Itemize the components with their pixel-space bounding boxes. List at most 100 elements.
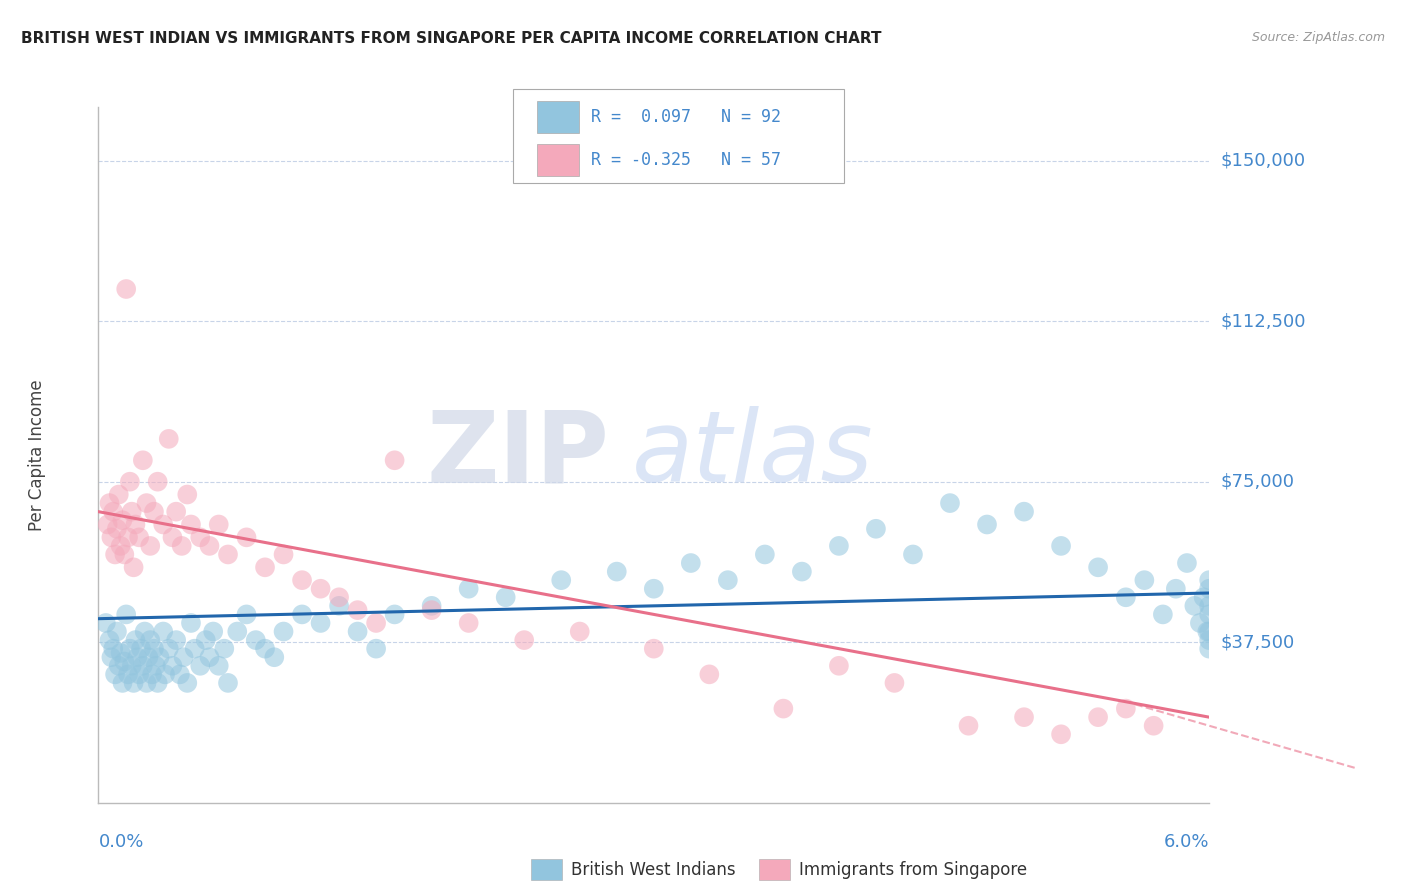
Point bbox=[170, 539, 193, 553]
Point bbox=[828, 539, 851, 553]
Point bbox=[214, 641, 236, 656]
Point bbox=[98, 633, 121, 648]
Text: R =  0.097   N = 92: R = 0.097 N = 92 bbox=[591, 109, 780, 127]
Point bbox=[606, 565, 628, 579]
Point bbox=[1050, 727, 1073, 741]
Point bbox=[127, 650, 149, 665]
Point bbox=[148, 650, 170, 665]
Point bbox=[1012, 710, 1035, 724]
Point bbox=[939, 496, 962, 510]
Point bbox=[180, 615, 202, 630]
Point bbox=[1182, 599, 1205, 613]
Point bbox=[135, 676, 157, 690]
Text: BRITISH WEST INDIAN VS IMMIGRANTS FROM SINGAPORE PER CAPITA INCOME CORRELATION C: BRITISH WEST INDIAN VS IMMIGRANTS FROM S… bbox=[21, 31, 882, 46]
Point bbox=[105, 624, 128, 639]
Point bbox=[513, 633, 536, 648]
Point bbox=[346, 603, 368, 617]
Point bbox=[495, 591, 517, 605]
Point bbox=[124, 633, 146, 648]
Point bbox=[1198, 599, 1220, 613]
Point bbox=[254, 560, 277, 574]
Point bbox=[165, 505, 187, 519]
Point bbox=[1198, 582, 1220, 596]
Point bbox=[1188, 615, 1211, 630]
Point bbox=[128, 530, 150, 544]
Point bbox=[550, 573, 572, 587]
Point bbox=[107, 487, 129, 501]
Point bbox=[162, 658, 184, 673]
Point bbox=[1115, 701, 1137, 715]
Point bbox=[643, 641, 665, 656]
Point bbox=[457, 582, 479, 596]
Point bbox=[291, 607, 314, 622]
Point bbox=[346, 624, 368, 639]
Point bbox=[132, 658, 155, 673]
Point bbox=[291, 573, 314, 587]
Point bbox=[115, 282, 138, 296]
Text: 6.0%: 6.0% bbox=[1164, 833, 1209, 851]
Point bbox=[122, 676, 145, 690]
Point bbox=[129, 641, 152, 656]
Text: $37,500: $37,500 bbox=[1220, 633, 1295, 651]
Point bbox=[309, 582, 332, 596]
Point bbox=[162, 530, 184, 544]
Point bbox=[103, 505, 125, 519]
Point bbox=[1197, 624, 1219, 639]
Point bbox=[173, 650, 195, 665]
Point bbox=[202, 624, 225, 639]
Point bbox=[235, 530, 257, 544]
Point bbox=[1198, 573, 1220, 587]
Point bbox=[104, 667, 127, 681]
Point bbox=[122, 560, 145, 574]
Point bbox=[679, 556, 702, 570]
Point bbox=[143, 505, 166, 519]
Point bbox=[111, 676, 134, 690]
Point bbox=[135, 496, 157, 510]
Point bbox=[153, 667, 176, 681]
Point bbox=[1050, 539, 1073, 553]
Point bbox=[139, 539, 162, 553]
Point bbox=[107, 658, 129, 673]
Point bbox=[772, 701, 794, 715]
Point bbox=[828, 658, 851, 673]
Point bbox=[643, 582, 665, 596]
Point bbox=[180, 517, 202, 532]
Point bbox=[235, 607, 257, 622]
Point bbox=[104, 548, 127, 562]
Text: Immigrants from Singapore: Immigrants from Singapore bbox=[799, 861, 1026, 879]
Point bbox=[98, 496, 121, 510]
Point bbox=[110, 646, 132, 660]
Point bbox=[198, 650, 221, 665]
Point bbox=[105, 522, 128, 536]
Point bbox=[194, 633, 217, 648]
Point bbox=[146, 676, 169, 690]
Point bbox=[1164, 582, 1187, 596]
Point bbox=[1087, 710, 1109, 724]
Point bbox=[128, 667, 150, 681]
Point bbox=[152, 624, 174, 639]
Point bbox=[1133, 573, 1156, 587]
Point bbox=[699, 667, 721, 681]
Point bbox=[176, 487, 198, 501]
Point bbox=[94, 615, 117, 630]
Point bbox=[141, 667, 163, 681]
Point bbox=[366, 615, 388, 630]
Point bbox=[420, 599, 443, 613]
Point bbox=[117, 667, 139, 681]
Text: $150,000: $150,000 bbox=[1220, 152, 1305, 169]
Point bbox=[1087, 560, 1109, 574]
Point bbox=[198, 539, 221, 553]
Point bbox=[263, 650, 285, 665]
Point bbox=[328, 591, 350, 605]
Point bbox=[134, 624, 156, 639]
Point bbox=[273, 624, 295, 639]
Point bbox=[165, 633, 187, 648]
Point bbox=[110, 539, 132, 553]
Point bbox=[100, 650, 122, 665]
Point bbox=[328, 599, 350, 613]
Point bbox=[384, 453, 406, 467]
Point bbox=[420, 603, 443, 617]
Point bbox=[143, 641, 166, 656]
Point bbox=[138, 650, 160, 665]
Point bbox=[121, 505, 143, 519]
